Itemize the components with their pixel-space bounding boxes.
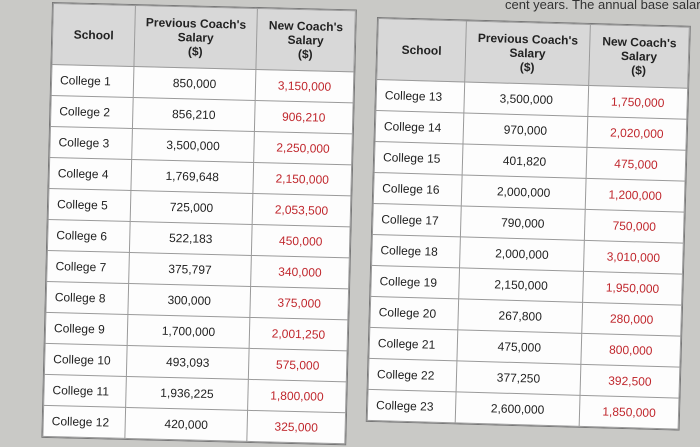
school-cell: College 2 <box>50 95 134 129</box>
new-salary-cell: 2,150,000 <box>252 162 352 196</box>
new-salary-column-header: New Coach's Salary ($) <box>588 24 690 89</box>
new-salary-cell: 392,500 <box>580 364 680 399</box>
school-cell: College 3 <box>49 126 133 160</box>
new-salary-cell: 1,750,000 <box>587 85 688 120</box>
previous-salary-cell: 300,000 <box>127 283 251 318</box>
school-cell: College 5 <box>48 188 131 222</box>
school-cell: College 21 <box>368 327 458 361</box>
previous-salary-cell: 2,000,000 <box>459 236 585 272</box>
new-salary-cell: 2,053,500 <box>252 193 351 227</box>
salary-table-right: School Previous Coach's Salary ($) New Coa… <box>365 17 691 431</box>
previous-salary-cell: 377,250 <box>456 360 581 396</box>
previous-salary-cell: 420,000 <box>124 407 248 442</box>
new-salary-cell: 575,000 <box>248 348 348 382</box>
instruction-text-fragment: cent years. The annual base salarie <box>505 0 700 12</box>
new-salary-column-header: New Coach's Salary ($) <box>255 8 356 72</box>
school-cell: College 7 <box>46 250 130 284</box>
previous-salary-column-header: Previous Coach's Salary ($) <box>133 5 258 70</box>
previous-salary-cell: 856,210 <box>132 97 256 132</box>
previous-salary-cell: 1,936,225 <box>125 376 249 411</box>
new-salary-cell: 475,000 <box>586 147 686 182</box>
school-cell: College 19 <box>370 265 460 299</box>
school-cell: College 8 <box>45 281 129 315</box>
previous-salary-cell: 790,000 <box>460 205 586 241</box>
school-cell: College 23 <box>367 389 457 423</box>
school-cell: College 9 <box>45 312 128 346</box>
school-cell: College 1 <box>51 64 134 98</box>
previous-salary-cell: 267,800 <box>457 298 583 334</box>
school-cell: College 18 <box>371 234 461 268</box>
school-column-header: School <box>51 3 136 67</box>
previous-salary-cell: 3,500,000 <box>463 81 589 117</box>
school-cell: College 16 <box>373 172 463 206</box>
previous-salary-cell: 1,700,000 <box>127 314 250 349</box>
previous-salary-cell: 2,150,000 <box>458 267 584 303</box>
school-cell: College 17 <box>372 203 462 237</box>
previous-salary-cell: 850,000 <box>133 66 256 101</box>
new-salary-cell: 325,000 <box>246 410 346 444</box>
new-salary-cell: 800,000 <box>580 333 681 368</box>
previous-salary-cell: 970,000 <box>462 112 588 148</box>
previous-salary-cell: 725,000 <box>130 190 253 225</box>
salary-table-left: School Previous Coach's Salary ($) New Coa… <box>41 2 357 446</box>
previous-salary-cell: 375,797 <box>128 252 252 287</box>
new-salary-cell: 1,850,000 <box>579 395 679 430</box>
school-column-header: School <box>376 18 467 82</box>
new-salary-cell: 750,000 <box>584 209 685 244</box>
new-salary-cell: 280,000 <box>581 302 682 337</box>
new-salary-cell: 906,210 <box>254 100 354 134</box>
previous-salary-cell: 2,600,000 <box>455 391 581 427</box>
table-header-row: School Previous Coach's Salary ($) New Coa… <box>51 3 356 72</box>
new-salary-cell: 3,010,000 <box>583 240 684 275</box>
school-cell: College 6 <box>47 219 131 253</box>
school-cell: College 11 <box>43 374 127 408</box>
new-salary-cell: 450,000 <box>251 224 351 258</box>
previous-salary-column-header: Previous Coach's Salary ($) <box>464 20 591 86</box>
new-salary-cell: 1,200,000 <box>585 178 686 213</box>
previous-salary-cell: 522,183 <box>129 221 253 256</box>
new-salary-cell: 340,000 <box>250 255 350 289</box>
school-cell: College 13 <box>375 79 465 113</box>
previous-salary-cell: 2,000,000 <box>461 174 587 210</box>
new-salary-cell: 1,950,000 <box>582 271 683 306</box>
previous-salary-cell: 1,769,648 <box>130 159 254 194</box>
new-salary-cell: 1,800,000 <box>247 379 347 413</box>
table-header-row: School Previous Coach's Salary ($) New Coa… <box>376 18 690 89</box>
new-salary-cell: 3,150,000 <box>255 69 354 103</box>
school-cell: College 22 <box>368 358 457 392</box>
new-salary-cell: 2,250,000 <box>253 131 353 165</box>
school-cell: College 4 <box>48 157 132 191</box>
school-cell: College 10 <box>44 343 128 377</box>
new-salary-cell: 375,000 <box>249 286 349 320</box>
new-salary-cell: 2,001,250 <box>249 317 348 351</box>
school-cell: College 14 <box>375 110 464 144</box>
table-row: College 12 420,000 325,000 <box>42 405 346 444</box>
school-cell: College 15 <box>374 141 463 175</box>
previous-salary-cell: 3,500,000 <box>131 128 255 163</box>
previous-salary-cell: 475,000 <box>456 329 582 365</box>
previous-salary-cell: 401,820 <box>462 143 587 179</box>
school-cell: College 12 <box>42 405 126 439</box>
previous-salary-cell: 493,093 <box>126 345 250 380</box>
new-salary-cell: 2,020,000 <box>586 116 687 151</box>
school-cell: College 20 <box>369 296 459 330</box>
